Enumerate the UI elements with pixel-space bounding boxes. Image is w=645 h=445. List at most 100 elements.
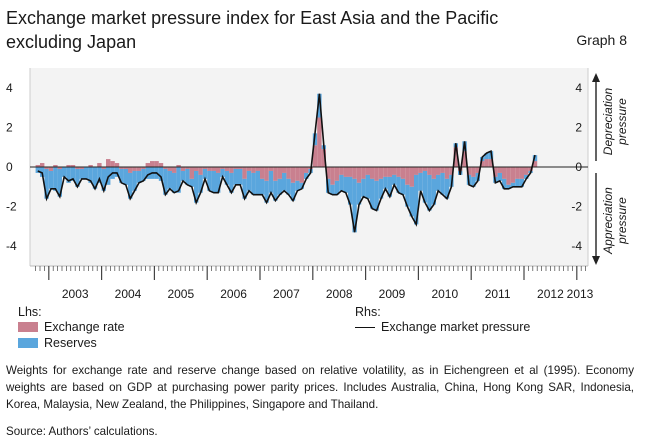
- reserves-bar: [348, 176, 353, 205]
- reserves-bar: [158, 167, 164, 181]
- exchange-rate-bar: [356, 167, 362, 183]
- exchange-rate-bar: [119, 167, 124, 169]
- exchange-rate-bar: [334, 167, 340, 181]
- exchange-rate-bar: [207, 167, 212, 171]
- reserves-bar: [383, 176, 388, 189]
- source-note: Source: Authors’ calculations.: [6, 425, 158, 438]
- exchange-rate-bar: [488, 159, 494, 167]
- reserves-bar: [317, 93, 322, 118]
- exchange-rate-bar: [295, 167, 300, 181]
- reserves-bar: [387, 176, 392, 197]
- exchange-rate-bar: [365, 167, 370, 175]
- depreciation-pressure-label: Depreciationpressure: [601, 87, 629, 155]
- exchange-rate-bar: [268, 167, 274, 171]
- reserves-bar: [141, 168, 146, 181]
- exchange-rate-bar: [440, 167, 445, 173]
- y-tick-label-lhs: 0: [6, 160, 13, 174]
- y-tick-label-lhs: -4: [6, 239, 17, 253]
- exchange-rate-bar: [374, 167, 379, 181]
- depreciation-arrow-head: [592, 73, 600, 82]
- reserves-bar: [189, 178, 194, 187]
- exchange-rate-bar: [229, 167, 234, 173]
- exchange-rate-bar: [158, 163, 164, 167]
- chart-title: Exchange market pressure index for East …: [6, 8, 499, 52]
- exchange-rate-bar: [286, 167, 291, 179]
- reserves-bar: [132, 170, 137, 191]
- exchange-rate-bar: [462, 151, 467, 167]
- reserves-bar: [295, 180, 300, 191]
- exchange-rate-bar: [260, 167, 265, 179]
- reserves-bar: [515, 178, 520, 187]
- exchange-rate-bar: [497, 167, 502, 173]
- y-tick-label-lhs: 4: [6, 81, 13, 95]
- x-tick-label: 2006: [220, 287, 247, 300]
- exchange-rate-bar: [436, 167, 441, 175]
- exchange-rate-bar: [348, 167, 353, 177]
- reserves-bar: [207, 170, 212, 191]
- reserves-bar: [290, 182, 296, 201]
- exchange-rate-bar: [519, 167, 524, 179]
- exchange-rate-bar: [475, 167, 480, 173]
- exchange-rate-bar: [224, 167, 230, 171]
- reserves-bar: [185, 168, 190, 185]
- exchange-rate-bar: [427, 167, 432, 175]
- y-tick-label-rhs: 4: [575, 81, 582, 95]
- exchange-rate-bar: [44, 167, 49, 169]
- x-tick-label: 2013: [567, 287, 594, 300]
- exchange-rate-bar: [431, 167, 436, 179]
- exchange-rate-bar: [194, 167, 199, 171]
- exchange-rate-bar: [66, 165, 71, 167]
- reserves-bar: [128, 172, 133, 199]
- reserves-bar: [194, 170, 199, 203]
- exchange-rate-bar: [202, 167, 208, 169]
- exchange-rate-bar: [172, 167, 177, 173]
- exchange-rate-bar: [532, 161, 538, 167]
- exchange-rate-bar: [277, 167, 282, 179]
- reserves-bar: [444, 178, 450, 199]
- reserves-bar: [361, 178, 366, 197]
- rhs-heading: Rhs:: [355, 305, 381, 319]
- exchange-rate-bar: [343, 167, 348, 177]
- reserves-bar: [286, 178, 291, 195]
- reserves-bar: [282, 172, 287, 191]
- exchange-rate-bar: [238, 167, 243, 169]
- reserves-bar: [101, 168, 106, 191]
- y-tick-label-rhs: -4: [571, 239, 582, 253]
- exchange-market-pressure-line: [37, 93, 536, 233]
- reserves-bar: [136, 170, 142, 183]
- reserves-bar: [88, 167, 93, 183]
- exchange-rate-bar: [48, 167, 54, 171]
- exchange-rate-bar: [370, 167, 375, 179]
- reserves-bar: [370, 178, 375, 209]
- reserves-bar: [484, 153, 489, 160]
- reserves-bar: [180, 170, 186, 181]
- reserves-bar: [365, 174, 370, 199]
- exchange-rate-bar: [524, 167, 529, 175]
- exchange-rate-bar: [484, 159, 489, 167]
- reserves-bar: [519, 178, 524, 187]
- reserves-bar: [202, 168, 208, 179]
- y-tick-label-rhs: -2: [571, 200, 582, 214]
- exchange-rate-bar: [154, 161, 159, 167]
- exchange-rate-bar: [79, 167, 84, 169]
- legend-reserves-label: Reserves: [44, 336, 97, 350]
- reserves-bar: [497, 172, 502, 181]
- exchange-rate-bar: [400, 167, 406, 179]
- exchange-rate-bar: [405, 167, 410, 185]
- x-tick-label: 2009: [379, 287, 406, 300]
- exchange-rate-bar: [242, 167, 247, 179]
- exchange-rate-bar: [211, 167, 216, 171]
- exchange-rate-bar: [40, 163, 45, 167]
- reserves-bar: [299, 182, 304, 189]
- reserves-bar: [119, 168, 124, 183]
- exchange-rate-bar: [290, 167, 296, 183]
- y-tick-label-rhs: 0: [575, 160, 582, 174]
- legend-exchange-rate-label: Exchange rate: [44, 320, 125, 334]
- reserves-bar: [414, 174, 419, 225]
- x-tick-label: 2004: [115, 287, 142, 300]
- reserves-bar: [273, 180, 278, 201]
- reserves-bar: [233, 168, 238, 185]
- reserves-bar: [392, 174, 397, 185]
- exchange-rate-bar: [35, 165, 40, 167]
- exchange-rate-bar: [480, 161, 485, 167]
